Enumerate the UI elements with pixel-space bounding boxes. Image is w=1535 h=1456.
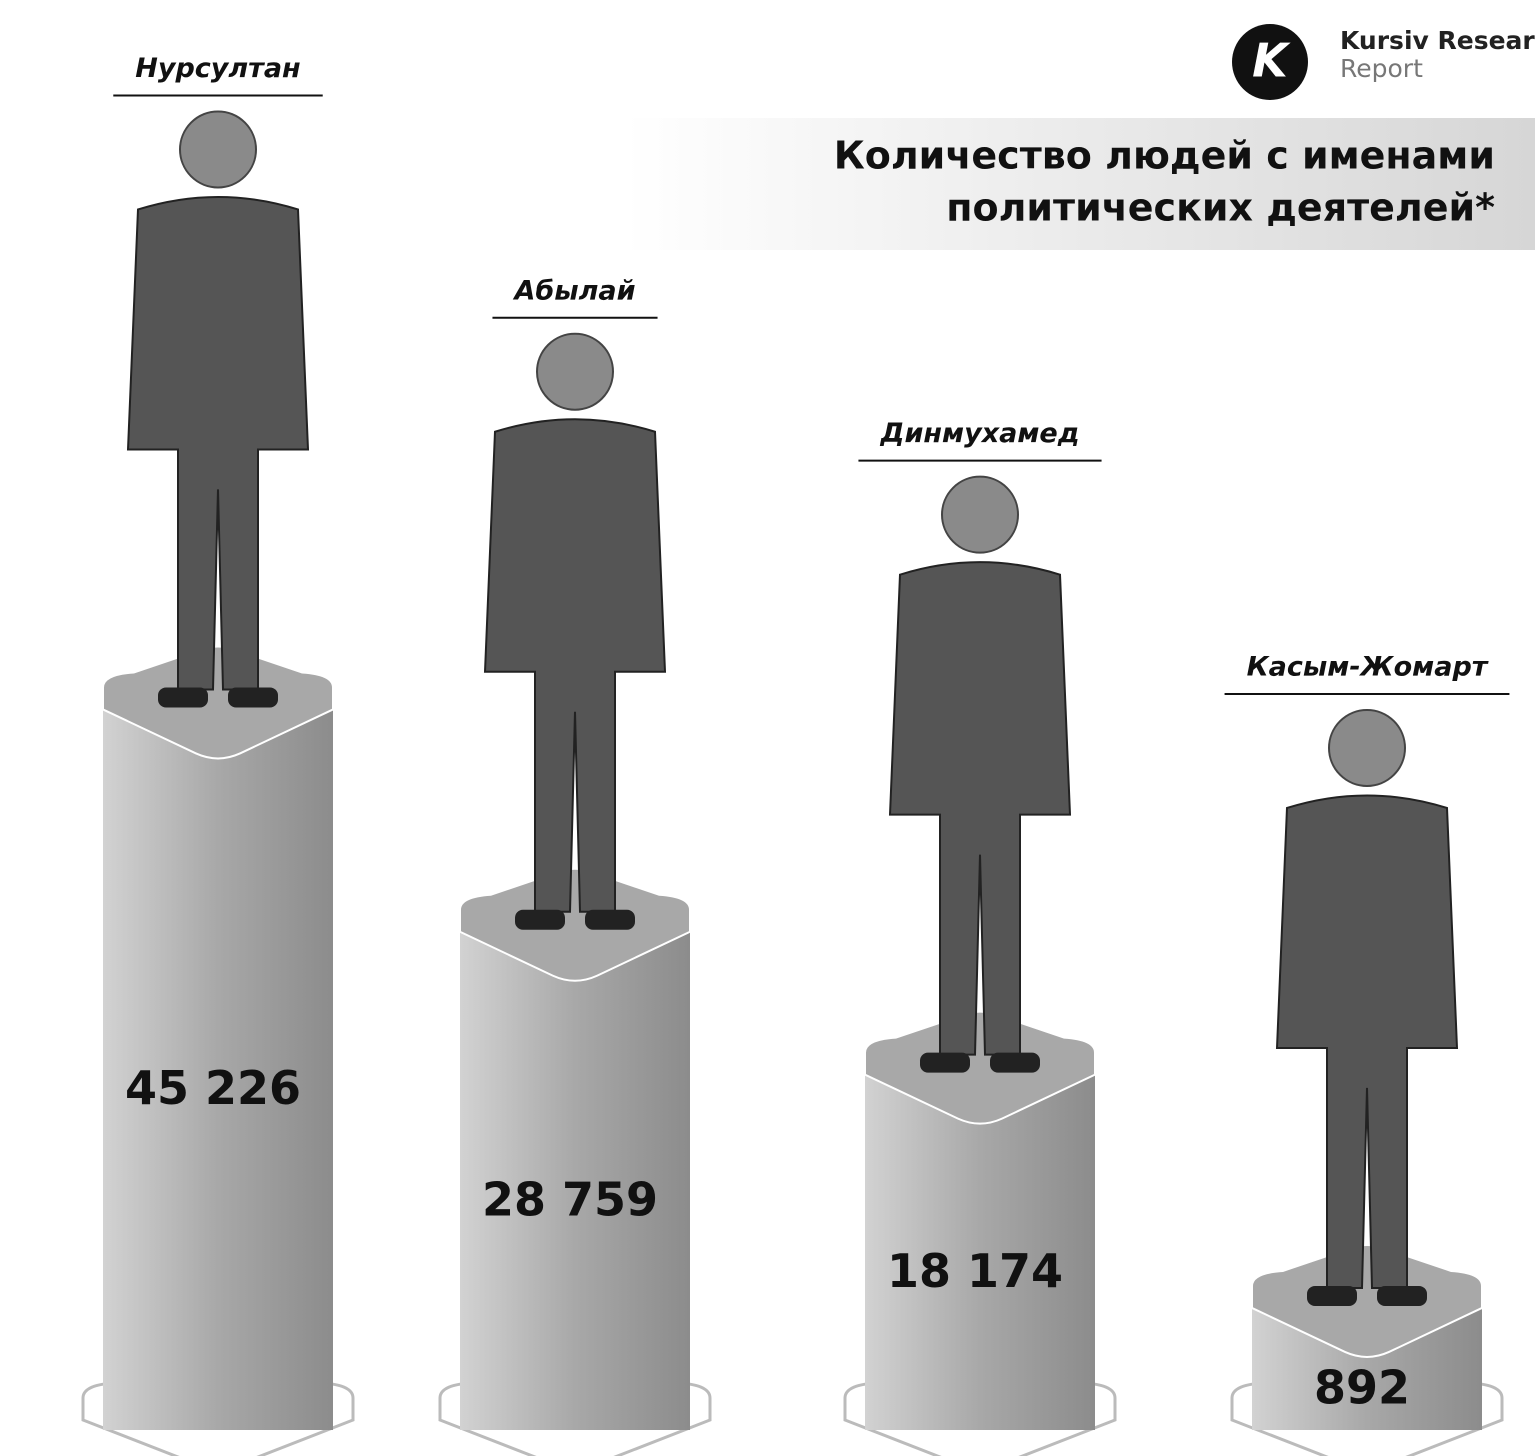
figure-body (483, 418, 667, 913)
figure-shoe (1307, 1285, 1357, 1306)
category-label: Абылай (512, 275, 635, 306)
brand: Kursiv Research (1340, 26, 1535, 55)
pillar-top (459, 867, 691, 982)
figure-head (941, 475, 1019, 554)
pillar-top (102, 645, 334, 760)
category-label: Динмухамед (879, 418, 1079, 449)
value-label: 28 759 (482, 1172, 658, 1226)
pillar-top (864, 1010, 1096, 1125)
figure-body (126, 196, 310, 691)
pillar-top (1251, 1243, 1483, 1358)
figure-shoe (585, 909, 635, 930)
figure-shoe (158, 687, 208, 708)
bar (460, 931, 690, 1430)
figure-shoe (228, 687, 278, 708)
value-label: 45 226 (125, 1061, 301, 1115)
figure-head (1328, 708, 1406, 787)
value-label: 18 174 (887, 1244, 1063, 1298)
figure-shoe (920, 1052, 970, 1073)
category-label: Касым-Жомарт (1247, 651, 1489, 682)
logo: K (1252, 34, 1291, 88)
figure-shoe (515, 909, 565, 930)
logo-circle (1232, 24, 1308, 100)
figure-head (179, 110, 257, 189)
figure-body (1275, 794, 1459, 1289)
figure-shoe (990, 1052, 1040, 1073)
figure-shoe (1377, 1285, 1427, 1306)
title-band (625, 118, 1535, 250)
bar (103, 709, 333, 1430)
value-label: 892 (1314, 1360, 1410, 1414)
chart-title: Количество людей с именами (834, 134, 1495, 178)
figure-body (888, 561, 1072, 1056)
figure-head (536, 332, 614, 411)
category-label: Нурсултан (135, 53, 300, 84)
chart-title: политических деятелей* (946, 186, 1495, 230)
bar (865, 1074, 1095, 1430)
brand-sub: Report (1340, 54, 1423, 83)
